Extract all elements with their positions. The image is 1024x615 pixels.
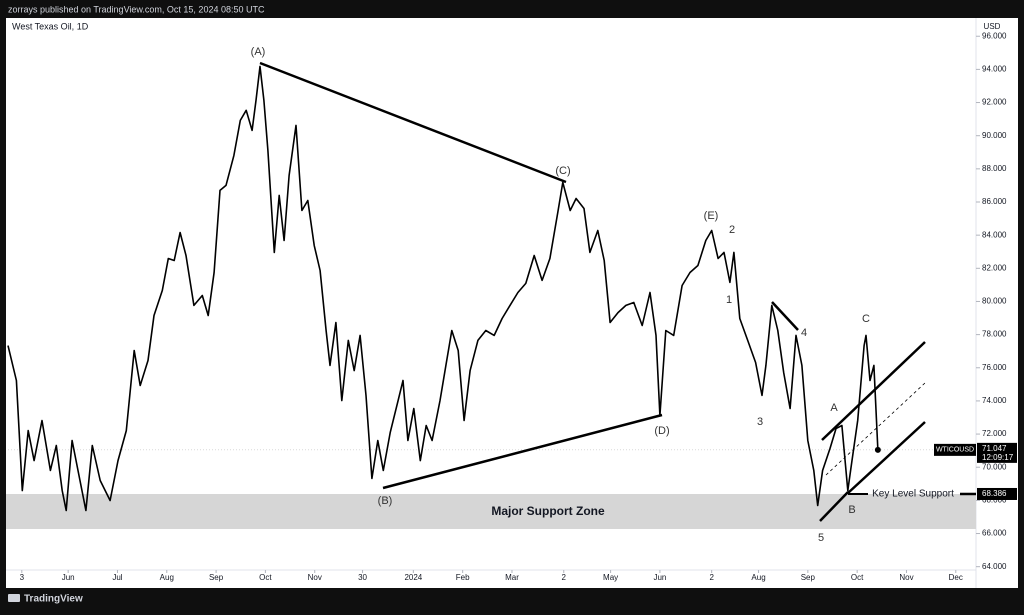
logo-mark — [8, 594, 20, 602]
x-tick-label: Nov — [308, 573, 322, 582]
channel-base — [819, 491, 849, 522]
channel-lower — [847, 421, 926, 494]
zone-label: Major Support Zone — [491, 504, 605, 518]
y-tick-label: 82.000 — [982, 263, 1007, 272]
x-tick-label: Mar — [505, 573, 519, 582]
x-tick-label: Aug — [751, 573, 765, 582]
publisher-line: zorrays published on TradingView.com, Oc… — [8, 4, 265, 14]
key-level-tag — [977, 487, 1017, 500]
currency: USD — [984, 22, 1001, 31]
key-level-price: 68.386 — [982, 489, 1007, 498]
x-tick-label: Oct — [851, 573, 864, 582]
x-tick-label: 2 — [562, 573, 567, 582]
wave-label: A — [830, 402, 838, 414]
y-tick-label: 84.000 — [982, 230, 1007, 239]
wave-label: (B) — [378, 495, 393, 507]
x-tick-label: 2 — [709, 573, 714, 582]
x-tick-label: Jul — [112, 573, 122, 582]
y-tick-label: 72.000 — [982, 429, 1007, 438]
support-zone — [6, 494, 976, 529]
x-tick-label: Sep — [209, 573, 224, 582]
wave-label: 2 — [729, 224, 735, 236]
key-level-label: Key Level Support — [872, 489, 954, 500]
trendline — [259, 61, 567, 184]
x-tick-label: Sep — [801, 573, 816, 582]
chart-title: West Texas Oil, 1D — [12, 21, 89, 31]
wave-label: B — [848, 504, 855, 516]
wave-label: C — [862, 313, 870, 325]
x-tick-label: Jun — [653, 573, 666, 582]
footer-logo: TradingView — [8, 594, 83, 605]
y-tick-label: 80.000 — [982, 297, 1007, 306]
wave-label: (A) — [251, 46, 266, 58]
y-tick-label: 74.000 — [982, 396, 1007, 405]
y-tick-label: 86.000 — [982, 197, 1007, 206]
y-tick-label: 68.000 — [982, 495, 1007, 504]
y-tick-label: 92.000 — [982, 98, 1007, 107]
x-tick-label: May — [603, 573, 618, 582]
price-tag — [977, 442, 1017, 463]
footer-text: TradingView — [24, 594, 83, 605]
wave-label: 3 — [757, 416, 763, 428]
y-tick-label: 96.000 — [982, 31, 1007, 40]
price-line — [7, 65, 879, 512]
symbol-tag — [934, 443, 976, 456]
x-tick-label: Jun — [62, 573, 75, 582]
trendline — [382, 413, 663, 490]
countdown-label: 12:09:17 — [982, 453, 1014, 462]
wave-label: 5 — [818, 532, 824, 544]
y-tick-label: 78.000 — [982, 330, 1007, 339]
wave-label: (D) — [654, 425, 669, 437]
y-tick-label: 88.000 — [982, 164, 1007, 173]
x-tick-label: Dec — [949, 573, 963, 582]
last-price-label: 71.047 — [982, 444, 1007, 453]
y-tick-label: 94.000 — [982, 64, 1007, 73]
channel-upper — [821, 341, 926, 441]
x-tick-label: Oct — [259, 573, 272, 582]
wave-label: 4 — [801, 327, 807, 339]
y-tick-label: 70.000 — [982, 462, 1007, 471]
x-tick-label: 2024 — [404, 573, 422, 582]
symbol-label: WTICOUSD — [936, 447, 974, 454]
wave-label: (E) — [704, 210, 719, 222]
x-tick-label: Feb — [456, 573, 470, 582]
y-tick-label: 76.000 — [982, 363, 1007, 372]
x-tick-label: Aug — [160, 573, 174, 582]
channel-mid — [825, 382, 926, 476]
last-point — [874, 446, 881, 453]
trendline — [771, 301, 799, 331]
wave-label: (C) — [555, 165, 570, 177]
y-tick-label: 66.000 — [982, 529, 1007, 538]
x-tick-label: Nov — [899, 573, 913, 582]
y-tick-label: 64.000 — [982, 562, 1007, 571]
x-tick-label: 3 — [20, 573, 25, 582]
x-tick-label: 30 — [358, 573, 367, 582]
y-tick-label: 90.000 — [982, 131, 1007, 140]
wave-label: 1 — [726, 294, 732, 306]
